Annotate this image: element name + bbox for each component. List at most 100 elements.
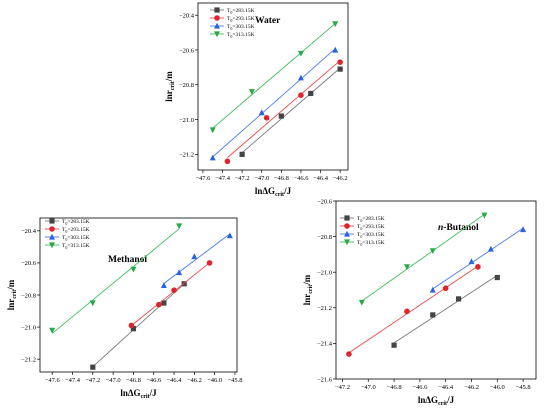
legend-entry: T0=303.15K <box>210 22 255 31</box>
data-point <box>130 326 137 332</box>
fit-line <box>51 228 180 334</box>
x-tick-label: −47.2 <box>335 384 350 391</box>
legend-label: T0=293.15K <box>227 16 255 23</box>
x-axis-title: lnΔGcrit/J <box>120 388 157 400</box>
y-tick-label: −20.4 <box>179 12 195 19</box>
legend-entry: T0=283.15K <box>45 218 90 226</box>
data-point <box>209 154 216 161</box>
x-tick-label: −47.0 <box>106 377 121 384</box>
data-point <box>429 286 436 293</box>
x-tick-label: −45.8 <box>516 384 531 391</box>
data-point <box>475 264 481 270</box>
legend-label: T0=313.15K <box>357 240 385 247</box>
legend-label: T0=303.15K <box>62 235 90 242</box>
series-1 <box>391 274 500 348</box>
x-tick-label: −47.2 <box>85 377 100 384</box>
legend-entry: T0=283.15K <box>340 215 385 223</box>
legend-marker <box>49 233 55 240</box>
x-tick-label: −47.0 <box>361 384 376 391</box>
data-point <box>49 327 56 334</box>
y-tick-label: −21.0 <box>317 270 332 277</box>
data-point <box>403 264 410 271</box>
legend-entry: T0=293.15K <box>340 223 385 231</box>
data-point <box>128 322 135 329</box>
fit-line <box>212 48 336 158</box>
legend-entry: T0=313.15K <box>45 242 90 250</box>
data-point <box>176 269 183 276</box>
data-point <box>332 21 339 28</box>
fit-line <box>393 275 498 344</box>
y-axis-title: lnrcrit/m <box>164 71 176 102</box>
series-3 <box>429 226 527 293</box>
x-tick-label: −47.6 <box>195 175 211 182</box>
data-point <box>308 90 314 97</box>
x-tick-label: −46.0 <box>207 377 222 384</box>
fit-line <box>92 283 185 368</box>
fit-line <box>348 265 479 354</box>
legend-marker <box>344 223 350 229</box>
x-tick-label: −46.2 <box>464 384 479 391</box>
panel-title: n-Butanol <box>438 223 479 233</box>
data-point <box>181 281 187 287</box>
legend-label: T0=303.15K <box>227 24 255 31</box>
data-point <box>346 351 352 357</box>
x-tick-label: −47.0 <box>254 175 269 182</box>
panel-title: Water <box>255 16 281 26</box>
series-1 <box>239 66 343 157</box>
data-point <box>337 66 343 72</box>
legend-entry: T0=313.15K <box>340 239 385 247</box>
data-point <box>404 308 410 315</box>
x-tick-label: −46.6 <box>146 377 162 384</box>
y-tick-label: −20.6 <box>317 198 333 205</box>
series-2 <box>346 264 481 357</box>
y-tick-label: −21.4 <box>317 341 333 348</box>
legend-marker <box>49 218 55 224</box>
data-point <box>263 115 270 121</box>
legend-entry: T0=313.15K <box>210 31 255 39</box>
fit-line <box>432 227 524 290</box>
x-axis-title: lnΔGcrit/J <box>418 395 455 407</box>
y-tick-label: −20.8 <box>317 234 332 241</box>
y-tick-label: −21.0 <box>179 117 194 124</box>
plot-frame <box>335 200 537 380</box>
x-tick-label: −46.6 <box>412 384 428 391</box>
y-tick-label: −21.2 <box>179 152 194 159</box>
x-tick-label: −46.8 <box>126 377 141 384</box>
chart-panel-2: −47.6 −47.4 −47.2 −47.0 −46.8 −46.6 −46.4 −46.2… <box>6 217 242 400</box>
legend-marker <box>49 242 55 249</box>
data-point <box>337 59 343 65</box>
y-axis-title-group: lnrcrit/m <box>6 279 18 310</box>
legend-marker <box>344 215 350 221</box>
x-tick-label: −47.6 <box>45 377 61 384</box>
data-point <box>442 285 449 292</box>
data-point <box>487 245 494 252</box>
legend-label: T0=293.15K <box>357 224 385 231</box>
series-4 <box>358 212 488 306</box>
legend-label: T0=283.15K <box>62 219 90 226</box>
fit-line <box>241 67 341 154</box>
y-axis-title: lnrcrit/m <box>302 274 314 305</box>
y-axis-title-group: lnrcrit/m <box>302 274 314 305</box>
data-point <box>258 109 265 116</box>
data-point <box>520 226 527 233</box>
series-2 <box>128 260 213 329</box>
data-point <box>297 50 304 57</box>
fit-line <box>131 262 210 327</box>
data-point <box>239 151 245 157</box>
data-point <box>156 301 162 308</box>
legend-marker <box>214 7 220 13</box>
plot-frame <box>197 2 349 171</box>
legend-label: T0=313.15K <box>62 243 90 250</box>
legend-marker <box>344 239 350 246</box>
chart-panel-3: −47.2 −47.0 −46.8 −46.6 −46.4 −46.2 −46.0 −45.8… <box>302 198 537 407</box>
data-point <box>429 248 436 255</box>
legend-label: T0=293.15K <box>62 227 90 234</box>
data-point <box>209 127 216 134</box>
x-tick-label: −46.2 <box>333 175 348 182</box>
fit-line <box>361 214 485 302</box>
x-tick-label: −47.4 <box>65 377 81 384</box>
legend-marker <box>214 31 220 38</box>
series-4 <box>209 21 339 134</box>
y-tick-label: −21.2 <box>317 305 332 312</box>
y-tick-label: −20.6 <box>21 260 37 267</box>
